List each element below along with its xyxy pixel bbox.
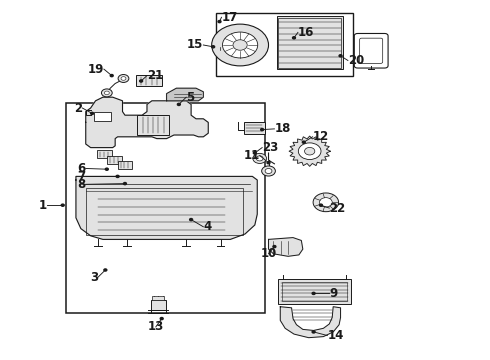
- Circle shape: [339, 55, 342, 57]
- Circle shape: [319, 198, 332, 207]
- Circle shape: [123, 183, 126, 185]
- Text: 4: 4: [203, 220, 212, 233]
- Text: 16: 16: [298, 26, 314, 39]
- Bar: [86, 188, 243, 235]
- Circle shape: [104, 91, 109, 95]
- Circle shape: [256, 156, 263, 161]
- Circle shape: [233, 40, 247, 50]
- Circle shape: [101, 89, 112, 97]
- Circle shape: [140, 80, 143, 82]
- Bar: [244, 122, 265, 134]
- Circle shape: [253, 152, 256, 154]
- Circle shape: [305, 148, 315, 155]
- Circle shape: [91, 112, 94, 114]
- Circle shape: [104, 269, 107, 271]
- Circle shape: [190, 219, 193, 221]
- Bar: [216, 13, 353, 76]
- Circle shape: [212, 46, 215, 48]
- Text: 20: 20: [348, 54, 364, 67]
- Text: 3: 3: [90, 271, 98, 284]
- Bar: [278, 18, 341, 68]
- Circle shape: [121, 77, 126, 80]
- Text: 8: 8: [77, 178, 86, 191]
- Text: 19: 19: [88, 63, 104, 76]
- Polygon shape: [280, 307, 341, 338]
- Text: 2: 2: [74, 102, 82, 114]
- Polygon shape: [167, 88, 203, 101]
- Text: 7: 7: [77, 170, 86, 183]
- Circle shape: [61, 204, 64, 206]
- Bar: [277, 16, 343, 69]
- Circle shape: [319, 204, 322, 206]
- Circle shape: [261, 129, 264, 131]
- Text: 1: 1: [38, 199, 47, 212]
- Circle shape: [212, 24, 269, 66]
- Polygon shape: [289, 136, 330, 166]
- Circle shape: [110, 75, 113, 77]
- Circle shape: [105, 168, 108, 170]
- Bar: [136, 75, 162, 86]
- Text: 6: 6: [77, 162, 86, 175]
- Text: 17: 17: [221, 11, 238, 24]
- Text: 10: 10: [260, 247, 277, 260]
- Circle shape: [253, 153, 267, 163]
- Bar: [152, 296, 164, 300]
- Polygon shape: [86, 97, 208, 148]
- Bar: [278, 279, 351, 304]
- Text: 5: 5: [186, 91, 195, 104]
- Bar: [282, 282, 347, 301]
- Bar: [66, 103, 265, 313]
- Text: 21: 21: [147, 69, 163, 82]
- Polygon shape: [76, 176, 257, 239]
- Text: 9: 9: [329, 287, 338, 300]
- Text: 22: 22: [329, 202, 345, 215]
- Circle shape: [160, 318, 163, 320]
- Circle shape: [312, 292, 315, 294]
- Text: 23: 23: [262, 141, 278, 154]
- Circle shape: [265, 168, 272, 174]
- Circle shape: [118, 75, 129, 82]
- Text: 12: 12: [313, 130, 329, 143]
- Circle shape: [222, 32, 258, 58]
- Bar: [137, 115, 169, 135]
- Text: 13: 13: [147, 320, 164, 333]
- Bar: [94, 112, 111, 121]
- Circle shape: [293, 37, 295, 39]
- Circle shape: [116, 175, 119, 177]
- Circle shape: [267, 162, 270, 164]
- Circle shape: [298, 143, 321, 159]
- Circle shape: [313, 193, 339, 212]
- Circle shape: [312, 331, 315, 333]
- Circle shape: [273, 246, 276, 248]
- Text: 14: 14: [327, 329, 343, 342]
- Bar: [97, 150, 112, 158]
- Bar: [118, 161, 132, 169]
- Bar: [151, 300, 166, 310]
- Circle shape: [302, 141, 305, 143]
- Circle shape: [262, 166, 275, 176]
- Bar: [107, 156, 122, 164]
- Text: 18: 18: [274, 122, 291, 135]
- Circle shape: [177, 103, 180, 105]
- Polygon shape: [269, 238, 303, 256]
- Text: 11: 11: [244, 149, 260, 162]
- Text: 15: 15: [187, 39, 203, 51]
- Circle shape: [218, 21, 221, 23]
